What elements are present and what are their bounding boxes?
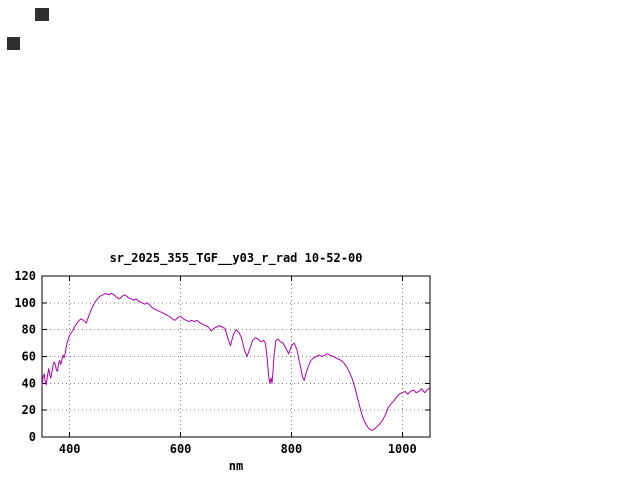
y-tick-label: 0 <box>29 430 36 444</box>
spectrum-line <box>41 292 431 431</box>
y-tick-label: 120 <box>14 269 36 283</box>
y-tick-label: 100 <box>14 296 36 310</box>
black-square-icon-left <box>7 37 20 50</box>
y-tick-label: 60 <box>22 350 36 364</box>
x-tick-label: 600 <box>170 442 192 456</box>
black-square-icon-top <box>35 8 49 21</box>
y-tick-label: 80 <box>22 323 36 337</box>
x-tick-label: 400 <box>59 442 81 456</box>
chart-title: sr_2025_355_TGF__y03_r_rad 10-52-00 <box>109 251 363 265</box>
x-tick-label: 1000 <box>388 442 417 456</box>
x-axis-label: nm <box>228 459 244 473</box>
x-tick-label: 800 <box>281 442 303 456</box>
y-tick-label: 20 <box>22 403 36 417</box>
y-tick-label: 40 <box>22 376 36 390</box>
